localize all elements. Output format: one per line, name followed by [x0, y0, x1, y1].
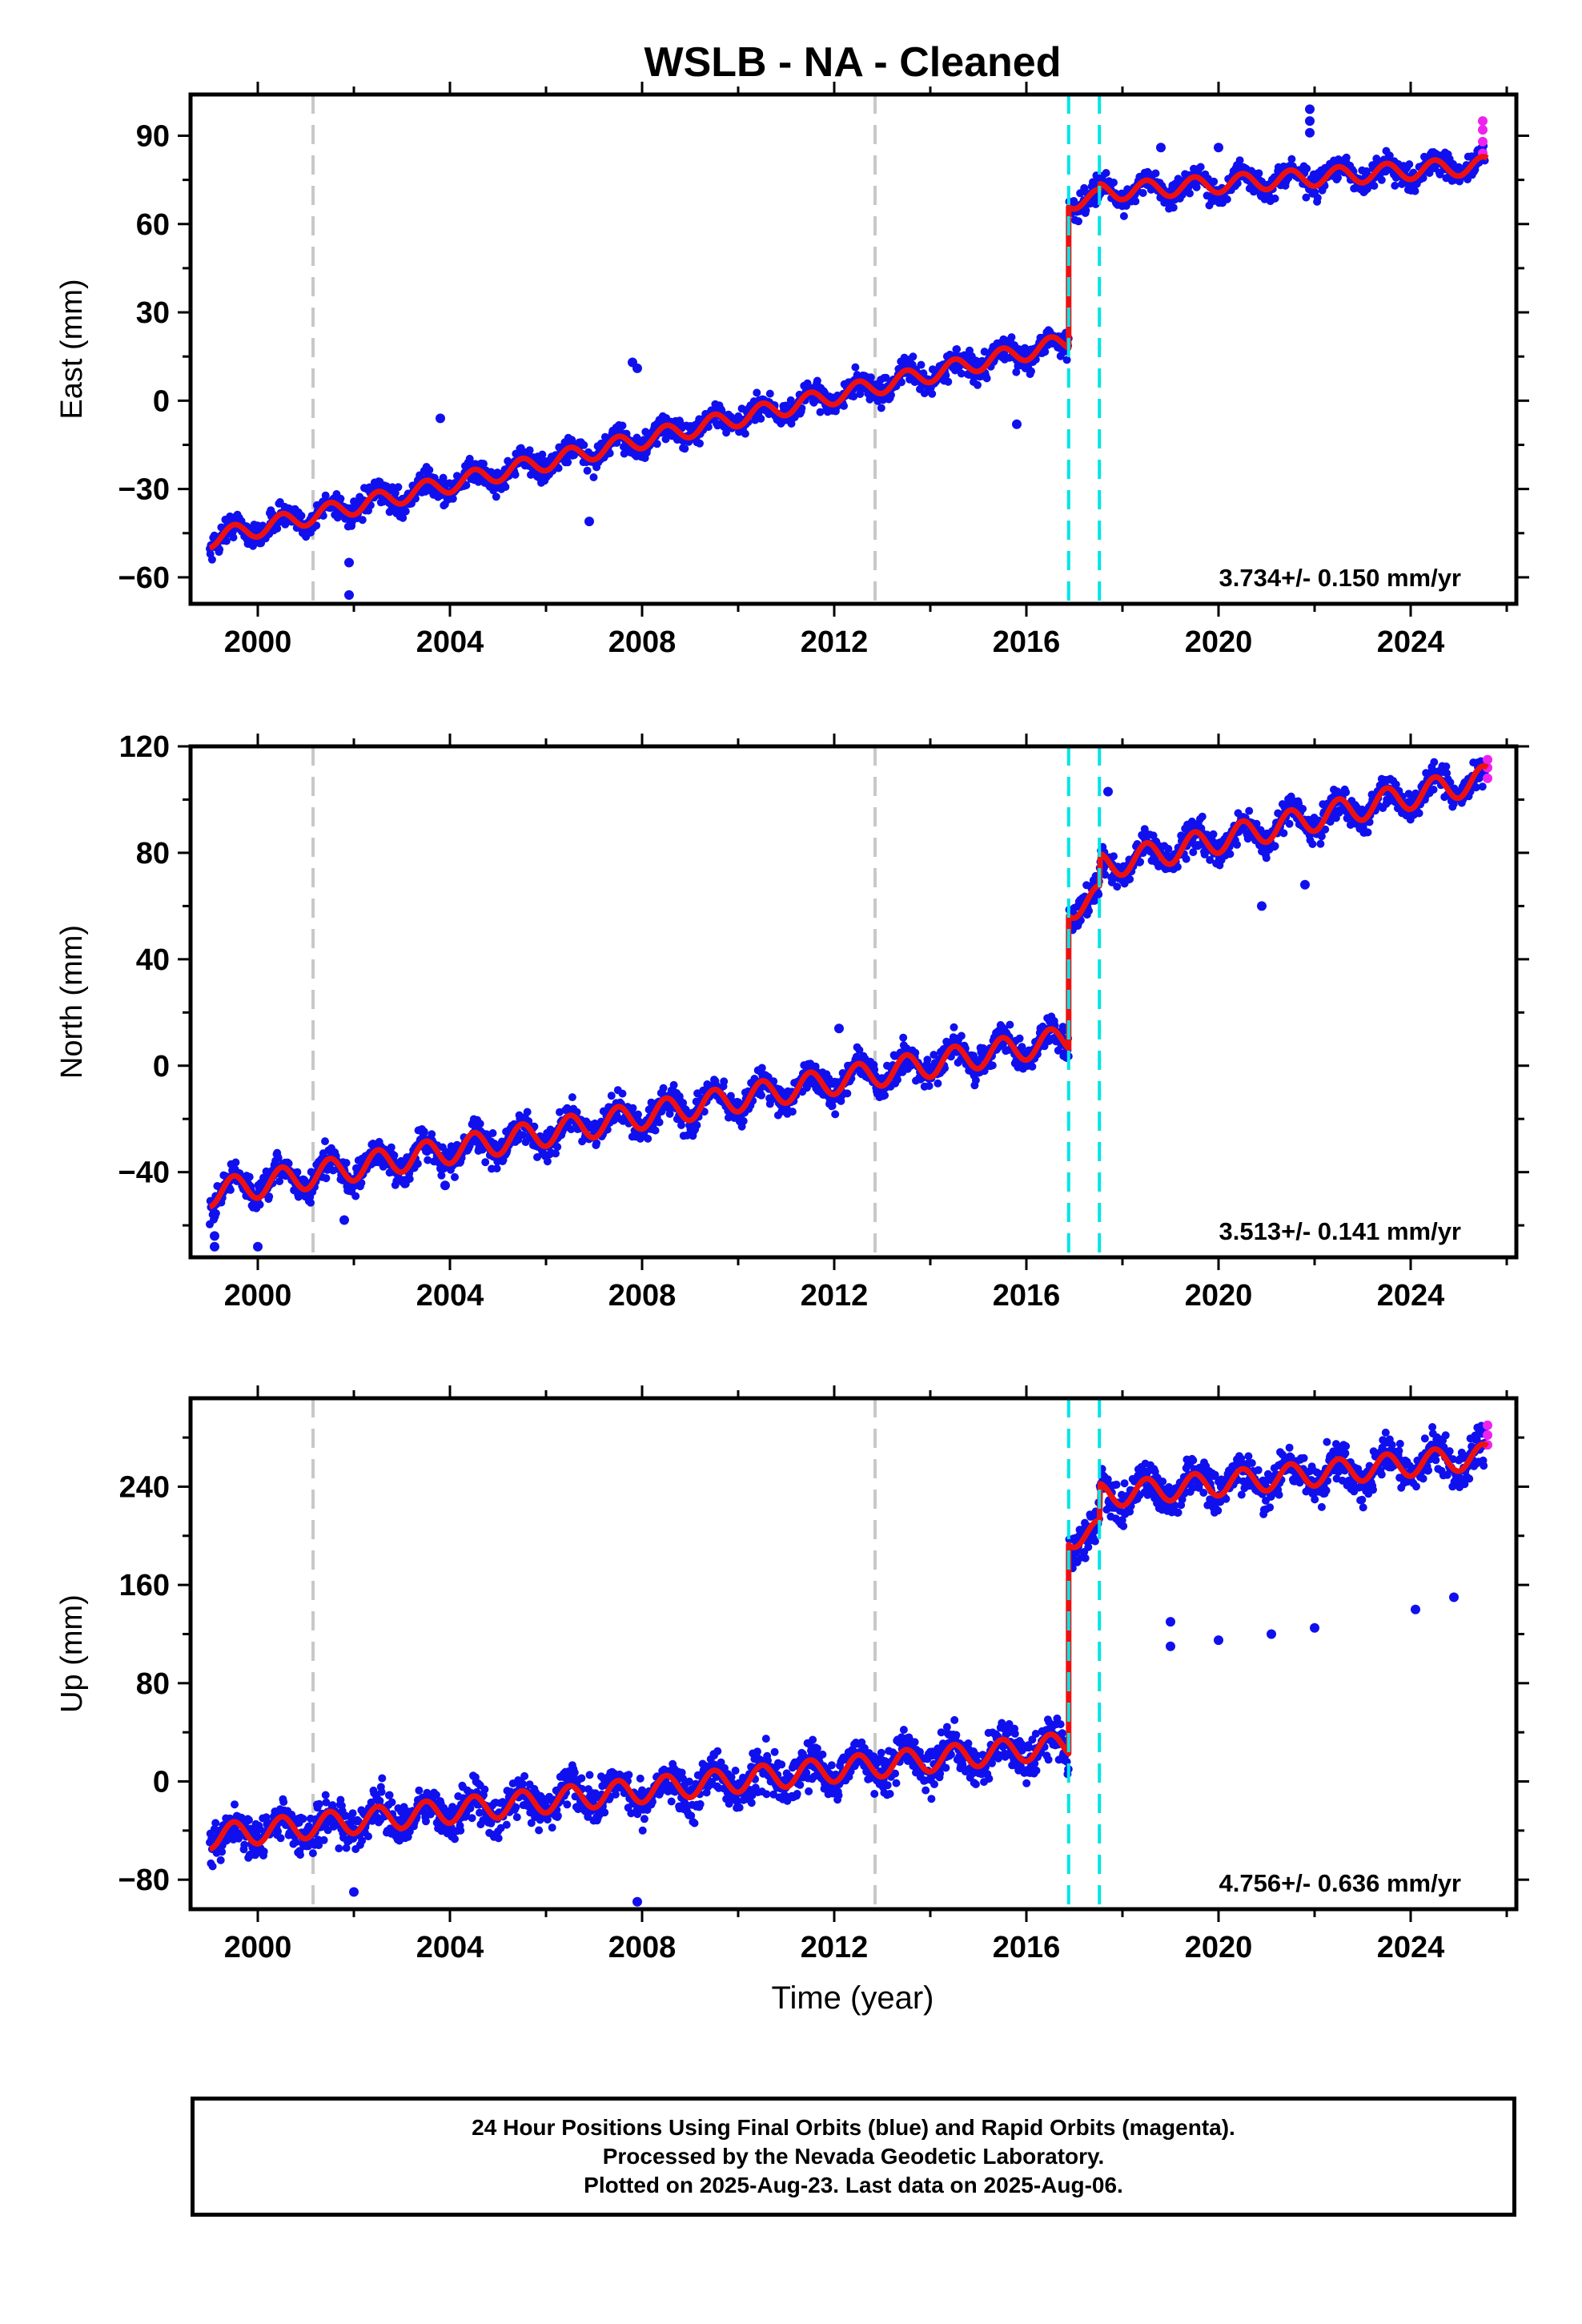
up-y-tick-label: 240: [119, 1470, 170, 1504]
east-rapid-orbit-point-1: [1478, 116, 1488, 127]
up-x-tick-label: 2008: [608, 1931, 677, 1964]
east-panel-frame: [188, 92, 1519, 606]
north-x-tick-label: 2016: [993, 1279, 1061, 1313]
east-y-axis-label: East (mm): [55, 279, 89, 419]
north-y-tick-label: 40: [136, 943, 170, 977]
footer-line-3: Plotted on 2025-Aug-23. Last data on 202…: [584, 2173, 1123, 2197]
up-x-tick-label: 2024: [1377, 1931, 1445, 1964]
up-x-tick-label: 2000: [224, 1931, 292, 1964]
east-rapid-orbit-point-3: [1478, 136, 1488, 147]
east-rapid-orbit-point-2: [1478, 125, 1488, 135]
up-x-tick-label: 2012: [801, 1931, 869, 1964]
east-final-orbit-series: [206, 104, 1489, 600]
east-x-tick-label: 2016: [993, 625, 1061, 659]
east-y-tick-label: −30: [118, 473, 170, 507]
east-y-tick-label: 30: [136, 296, 170, 330]
east-model-fit-line: [207, 154, 1490, 551]
north-rapid-orbit-point-1: [1483, 754, 1492, 765]
east-x-tick-label: 2012: [801, 625, 869, 659]
up-y-tick-label: 0: [153, 1766, 170, 1799]
up-final-orbit-series: [206, 1421, 1489, 1907]
north-y-tick-label: 0: [153, 1050, 170, 1084]
up-x-tick-label: 2004: [416, 1931, 484, 1964]
panel-up: 2000 2004 2008 2012 2016 2020 2024 240 160 80 0 −80…: [55, 1385, 1529, 1964]
north-velocity-label: 3.513+/- 0.141 mm/yr: [1219, 1217, 1461, 1245]
east-y-tick-label: −60: [118, 561, 170, 595]
footer-line-1: 24 Hour Positions Using Final Orbits (bl…: [472, 2115, 1235, 2140]
north-x-tick-label: 2024: [1377, 1279, 1445, 1313]
up-y-tick-label: 80: [136, 1667, 170, 1701]
up-x-tick-label: 2020: [1185, 1931, 1253, 1964]
up-x-tick-label: 2016: [993, 1931, 1061, 1964]
north-x-tick-label: 2012: [801, 1279, 869, 1313]
east-x-tick-label: 2004: [416, 625, 484, 659]
east-x-tick-label: 2024: [1377, 625, 1445, 659]
up-model-fit-line: [207, 1441, 1490, 1852]
panel-east: 2000 2004 2008 2012 2016 2020 2024 90 60 30 0 −30 −6…: [55, 82, 1529, 659]
up-rapid-orbit-point-1: [1483, 1420, 1492, 1430]
up-y-tick-label: −80: [118, 1864, 170, 1897]
up-y-axis-label: Up (mm): [55, 1594, 89, 1713]
north-x-tick-label: 2020: [1185, 1279, 1253, 1313]
north-x-tick-label: 2008: [608, 1279, 677, 1313]
north-rapid-orbit-point-3: [1483, 773, 1492, 783]
east-y-tick-label: 60: [136, 208, 170, 242]
up-y-tick-label: 160: [119, 1569, 170, 1602]
east-x-tick-label: 2020: [1185, 625, 1253, 659]
north-x-tick-label: 2000: [224, 1279, 292, 1313]
north-y-tick-label: 80: [136, 837, 170, 870]
up-panel-frame: [188, 1396, 1519, 1912]
east-y-tick-label: 0: [153, 384, 170, 418]
east-x-tick-label: 2008: [608, 625, 677, 659]
east-x-tick-label: 2000: [224, 625, 292, 659]
east-y-tick-label: 90: [136, 119, 170, 153]
panel-north: 2000 2004 2008 2012 2016 2020 2024 120 80 40 0 −40 N…: [55, 730, 1529, 1313]
east-final-orbit-points: [206, 104, 1489, 600]
north-final-orbit-points: [206, 757, 1489, 1252]
footer-line-2: Processed by the Nevada Geodetic Laborat…: [602, 2144, 1105, 2169]
north-y-axis-label: North (mm): [55, 925, 89, 1079]
east-velocity-label: 3.734+/- 0.150 mm/yr: [1219, 564, 1461, 592]
north-x-tick-label: 2004: [416, 1279, 484, 1313]
chart-title: WSLB - NA - Cleaned: [644, 39, 1062, 86]
north-y-tick-label: 120: [119, 730, 170, 764]
up-rapid-orbit-point-2: [1483, 1430, 1492, 1441]
north-final-orbit-series: [206, 757, 1489, 1252]
x-axis-label: Time (year): [772, 1980, 934, 2016]
north-panel-frame: [188, 744, 1519, 1260]
north-model-fit-line: [207, 763, 1490, 1210]
north-y-tick-label: −40: [118, 1156, 170, 1190]
footer-caption-box: 24 Hour Positions Using Final Orbits (bl…: [191, 2097, 1516, 2217]
up-final-orbit-points: [206, 1421, 1489, 1907]
up-velocity-label: 4.756+/- 0.636 mm/yr: [1219, 1869, 1461, 1897]
